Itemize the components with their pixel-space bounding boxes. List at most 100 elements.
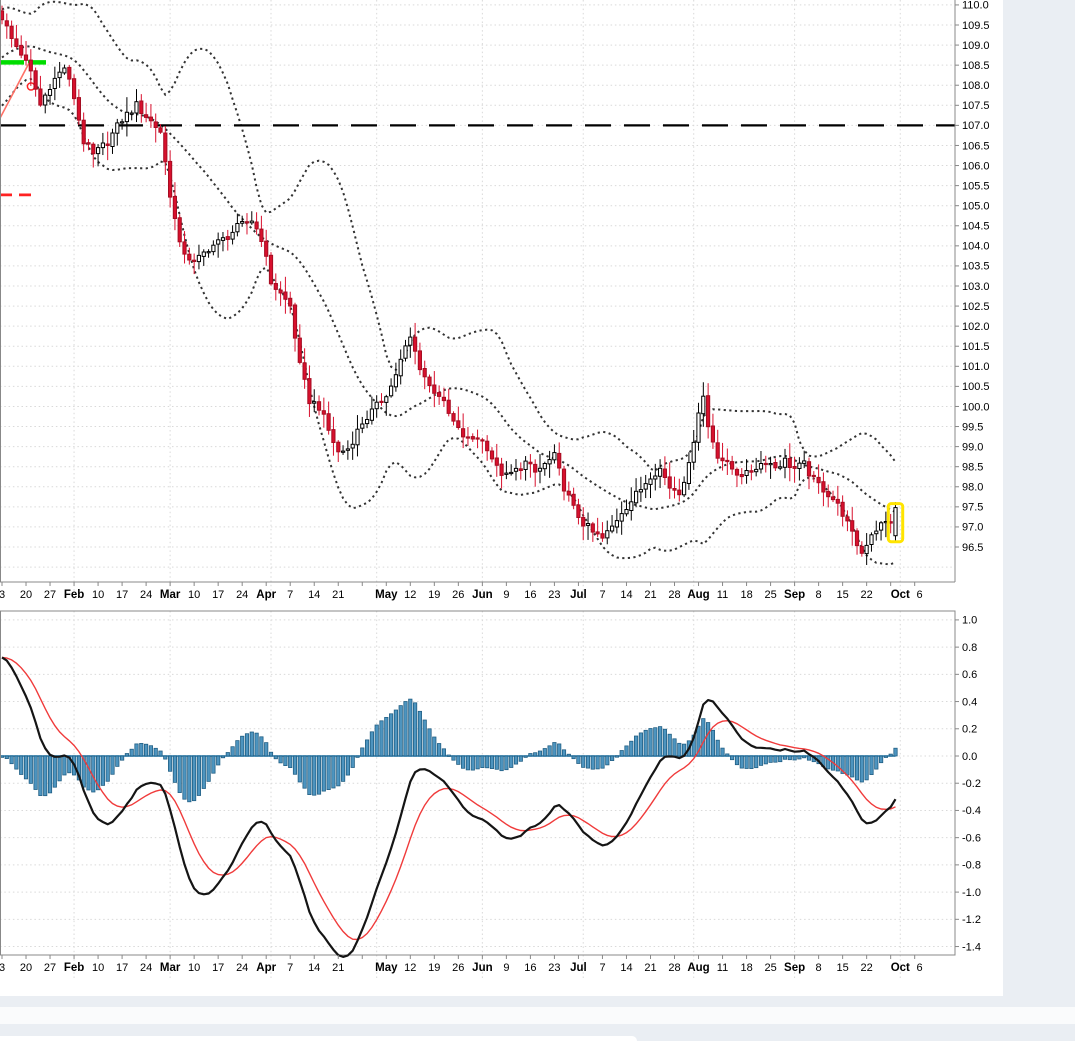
svg-text:12: 12 <box>404 589 416 601</box>
candlesticks <box>0 5 898 565</box>
svg-text:Oct: Oct <box>891 962 910 974</box>
svg-text:19: 19 <box>428 589 440 601</box>
svg-text:1.0: 1.0 <box>962 615 977 627</box>
svg-text:104.0: 104.0 <box>962 241 990 253</box>
svg-text:106.5: 106.5 <box>962 140 990 152</box>
svg-text:Jun: Jun <box>472 962 492 974</box>
svg-text:7: 7 <box>599 589 605 601</box>
svg-text:105.0: 105.0 <box>962 201 990 213</box>
svg-text:21: 21 <box>644 962 656 974</box>
chart-card: 110.0 109.5 109.0 108.5 108.0 107.5 107.0 106.5… <box>0 0 1003 996</box>
svg-text:107.0: 107.0 <box>962 120 990 132</box>
svg-text:96.5: 96.5 <box>962 542 983 554</box>
svg-text:Sep: Sep <box>784 589 805 601</box>
svg-text:-0.4: -0.4 <box>962 805 981 817</box>
macd-line <box>1 656 897 959</box>
svg-text:0.4: 0.4 <box>962 696 977 708</box>
svg-text:11: 11 <box>717 589 728 601</box>
svg-text:0.8: 0.8 <box>962 642 977 654</box>
svg-text:Aug: Aug <box>687 589 709 601</box>
svg-text:21: 21 <box>332 589 344 601</box>
svg-text:20: 20 <box>20 962 32 974</box>
svg-text:99.0: 99.0 <box>962 441 983 453</box>
svg-text:Jun: Jun <box>472 589 492 601</box>
svg-text:Apr: Apr <box>256 962 276 974</box>
svg-text:17: 17 <box>116 589 128 601</box>
price-panel-grid <box>0 0 955 978</box>
svg-text:28: 28 <box>668 589 680 601</box>
svg-text:18: 18 <box>740 589 752 601</box>
svg-text:27: 27 <box>44 962 56 974</box>
svg-text:18: 18 <box>740 962 752 974</box>
svg-text:May: May <box>375 589 398 601</box>
svg-text:0.2: 0.2 <box>962 724 977 736</box>
svg-text:110.0: 110.0 <box>962 0 989 12</box>
macd-y-axis-labels: 1.0 0.8 0.6 0.4 0.2 0.0 -0.2 -0.4 -0.6 -0.8 -1.0 -1… <box>955 615 981 953</box>
svg-text:6: 6 <box>916 589 922 601</box>
svg-text:106.0: 106.0 <box>962 160 990 172</box>
svg-text:102.5: 102.5 <box>962 301 990 313</box>
svg-text:-1.4: -1.4 <box>962 941 981 953</box>
svg-text:7: 7 <box>287 962 293 974</box>
svg-text:22: 22 <box>860 962 872 974</box>
price-x-axis-labels: 3 20 27 Feb 10 17 24 Mar 10 17 24 Apr 7 14 21 May 12 19 26… <box>0 582 923 601</box>
svg-text:107.5: 107.5 <box>962 100 990 112</box>
svg-text:22: 22 <box>860 589 872 601</box>
svg-text:108.0: 108.0 <box>962 80 990 92</box>
svg-text:101.5: 101.5 <box>962 341 990 353</box>
svg-text:16: 16 <box>524 962 536 974</box>
svg-text:Feb: Feb <box>64 962 84 974</box>
svg-text:Aug: Aug <box>687 962 709 974</box>
svg-text:Jul: Jul <box>570 589 587 601</box>
svg-text:21: 21 <box>332 962 344 974</box>
svg-text:Apr: Apr <box>256 589 276 601</box>
svg-text:23: 23 <box>548 589 560 601</box>
svg-text:-0.6: -0.6 <box>962 833 981 845</box>
svg-text:15: 15 <box>836 589 848 601</box>
svg-text:6: 6 <box>916 962 922 974</box>
svg-text:98.5: 98.5 <box>962 462 983 474</box>
svg-text:98.0: 98.0 <box>962 482 983 494</box>
svg-text:3: 3 <box>0 962 5 974</box>
svg-text:24: 24 <box>236 962 248 974</box>
page-content-strip <box>0 1007 1075 1024</box>
svg-text:Sep: Sep <box>784 962 805 974</box>
svg-text:0.0: 0.0 <box>962 751 977 763</box>
svg-text:10: 10 <box>188 589 200 601</box>
svg-text:Mar: Mar <box>160 589 181 601</box>
svg-text:-1.2: -1.2 <box>962 914 981 926</box>
svg-text:24: 24 <box>140 962 152 974</box>
svg-text:103.0: 103.0 <box>962 281 990 293</box>
last-candle-highlight <box>886 502 905 544</box>
svg-text:103.5: 103.5 <box>962 261 990 273</box>
svg-text:3: 3 <box>0 589 5 601</box>
macd-x-axis-labels: 3 20 27 Feb 10 17 24 Mar 10 17 24 Apr 7 14 21 May 12 19 26… <box>0 955 923 974</box>
bollinger-bands <box>1 0 897 566</box>
svg-text:97.0: 97.0 <box>962 522 983 534</box>
svg-text:108.5: 108.5 <box>962 60 990 72</box>
svg-text:24: 24 <box>236 589 248 601</box>
svg-text:14: 14 <box>308 589 320 601</box>
stock-chart: 110.0109.5109.0108.5108.0107.5107.0106.5… <box>0 0 990 978</box>
svg-text:17: 17 <box>116 962 128 974</box>
svg-text:109.0: 109.0 <box>962 40 990 52</box>
svg-text:May: May <box>375 962 398 974</box>
svg-text:19: 19 <box>428 962 440 974</box>
macd-signal-line <box>1 656 896 941</box>
svg-text:Mar: Mar <box>160 962 181 974</box>
macd-panel-grid <box>0 619 955 948</box>
svg-text:14: 14 <box>620 962 632 974</box>
svg-text:Feb: Feb <box>64 589 84 601</box>
svg-text:17: 17 <box>212 962 224 974</box>
svg-text:12: 12 <box>404 962 416 974</box>
svg-text:97.5: 97.5 <box>962 502 983 514</box>
svg-text:7: 7 <box>599 962 605 974</box>
svg-text:24: 24 <box>140 589 152 601</box>
svg-text:23: 23 <box>548 962 560 974</box>
svg-text:109.5: 109.5 <box>962 20 990 32</box>
svg-text:Oct: Oct <box>891 589 910 601</box>
svg-text:21: 21 <box>644 589 656 601</box>
svg-text:26: 26 <box>452 962 464 974</box>
svg-text:7: 7 <box>287 589 293 601</box>
svg-text:20: 20 <box>20 589 32 601</box>
